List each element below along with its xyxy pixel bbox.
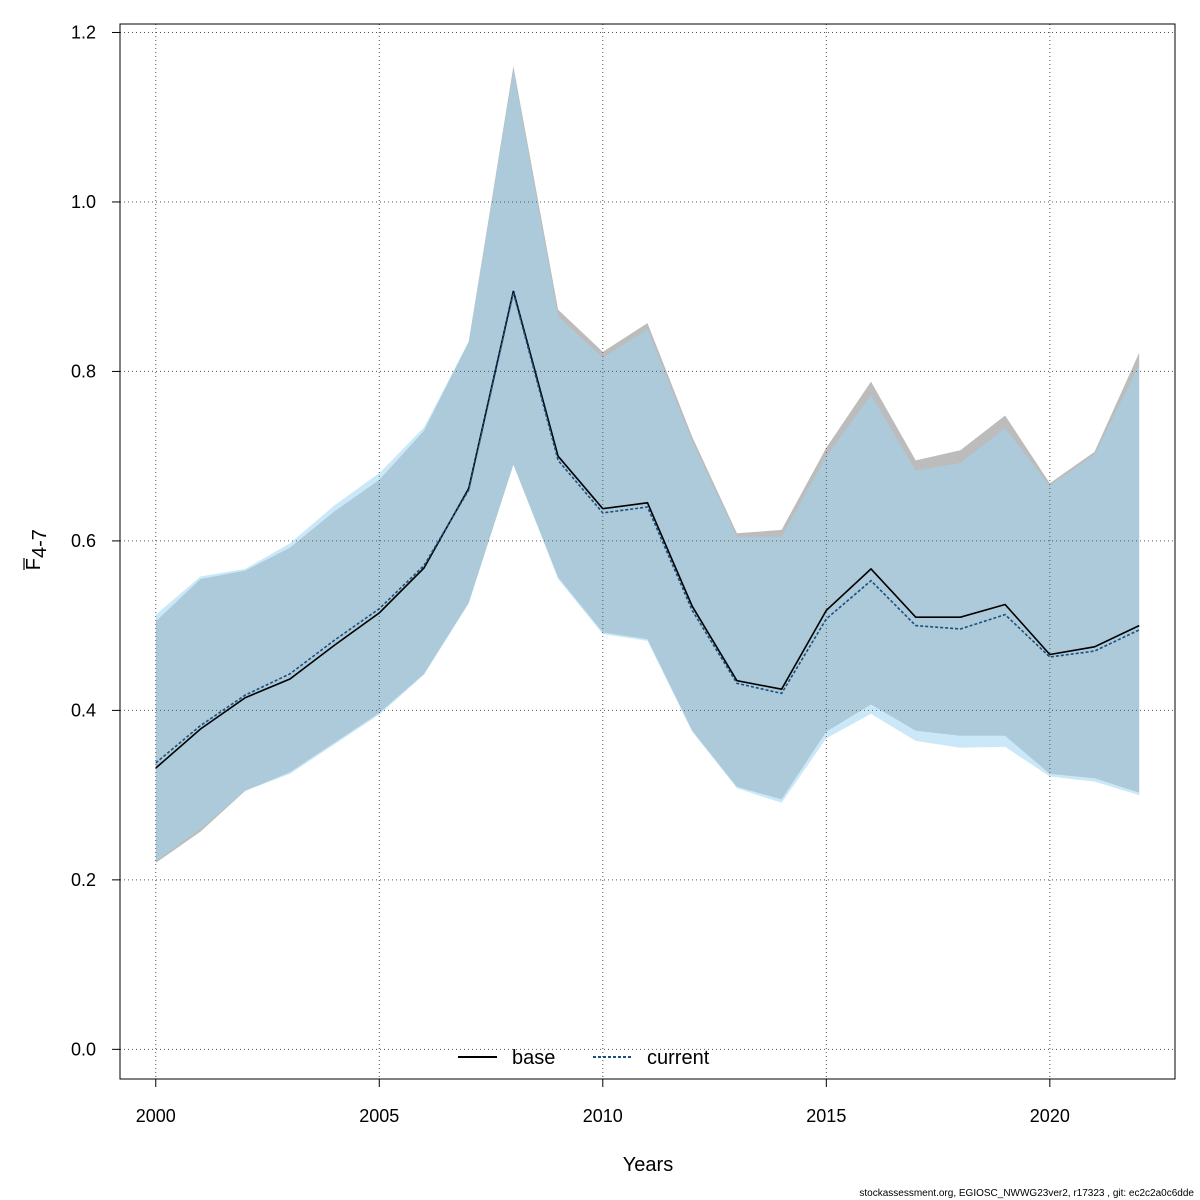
y-tick-label: 1.0 (71, 192, 96, 212)
band-current (155, 70, 1140, 862)
x-tick-label: 2000 (136, 1106, 176, 1126)
y-tick-label: 0.8 (71, 361, 96, 381)
y-tick-label: 0.4 (71, 700, 96, 720)
legend-label-base: base (512, 1047, 555, 1069)
footer-credit: stockassessment.org, EGIOSC_NWWG23ver2, … (859, 1188, 1194, 1199)
y-tick-label: 0.0 (71, 1039, 96, 1059)
x-tick-label: 2020 (1030, 1106, 1070, 1126)
series-line-base (155, 290, 1140, 769)
y-axis: 0.0 0.2 0.4 0.6 0.8 1.0 1.2 (71, 22, 121, 1059)
x-tick-label: 2010 (583, 1106, 623, 1126)
legend-label-current: current (647, 1047, 710, 1069)
y-tick-label: 0.2 (71, 870, 96, 890)
x-axis: 2000 2005 2010 2015 2020 (136, 1078, 1070, 1126)
y-tick-label: 0.6 (71, 531, 96, 551)
y-tick-label: 1.2 (71, 22, 96, 42)
legend: base current (458, 1047, 710, 1069)
confidence-bands (155, 66, 1140, 863)
series-lines (155, 290, 1140, 769)
y-axis-title-main: F (23, 558, 45, 570)
x-axis-title: Years (623, 1154, 673, 1176)
y-axis-title-sub: 4-7 (29, 529, 51, 558)
series-line-current (155, 292, 1140, 764)
y-axis-title: F 4-7 (23, 529, 51, 570)
x-tick-label: 2005 (359, 1106, 399, 1126)
x-tick-label: 2015 (806, 1106, 846, 1126)
